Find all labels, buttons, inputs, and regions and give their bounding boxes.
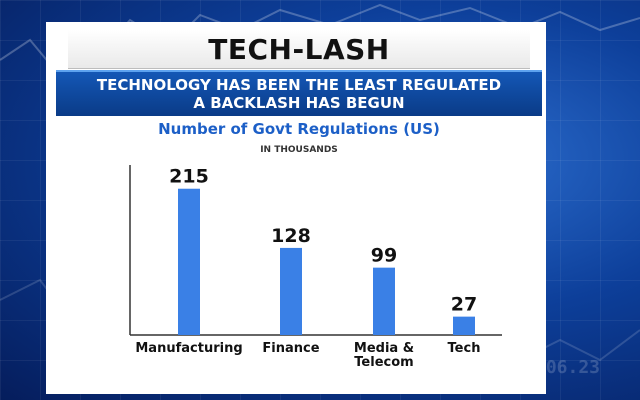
title-bar: TECH-LASH	[68, 30, 530, 69]
subtitle-line-2: A BACKLASH HAS BEGUN	[193, 94, 405, 112]
bar-1	[280, 247, 302, 335]
category-label-2-1: Telecom	[354, 355, 413, 370]
bar-2	[373, 267, 395, 335]
chart-title: Number of Govt Regulations (US)	[158, 120, 440, 138]
headline-title: TECH-LASH	[208, 32, 390, 66]
bar-3	[453, 316, 475, 335]
data-label-1: 128	[271, 225, 311, 247]
background-ticker-text: 06.23	[545, 357, 600, 378]
bar-0	[178, 188, 200, 335]
data-label-3: 27	[451, 294, 477, 316]
data-label-0: 215	[169, 166, 209, 188]
subtitle-bar: TECHNOLOGY HAS BEEN THE LEAST REGULATED …	[56, 70, 542, 116]
data-label-2: 99	[371, 245, 397, 267]
category-label-3-0: Tech	[448, 341, 481, 356]
subtitle-line-1: TECHNOLOGY HAS BEEN THE LEAST REGULATED	[96, 76, 502, 94]
category-label-0-0: Manufacturing	[135, 341, 242, 356]
category-label-1-0: Finance	[262, 341, 319, 356]
chart-subtitle: IN THOUSANDS	[260, 145, 338, 155]
category-label-2-0: Media &	[354, 341, 414, 356]
